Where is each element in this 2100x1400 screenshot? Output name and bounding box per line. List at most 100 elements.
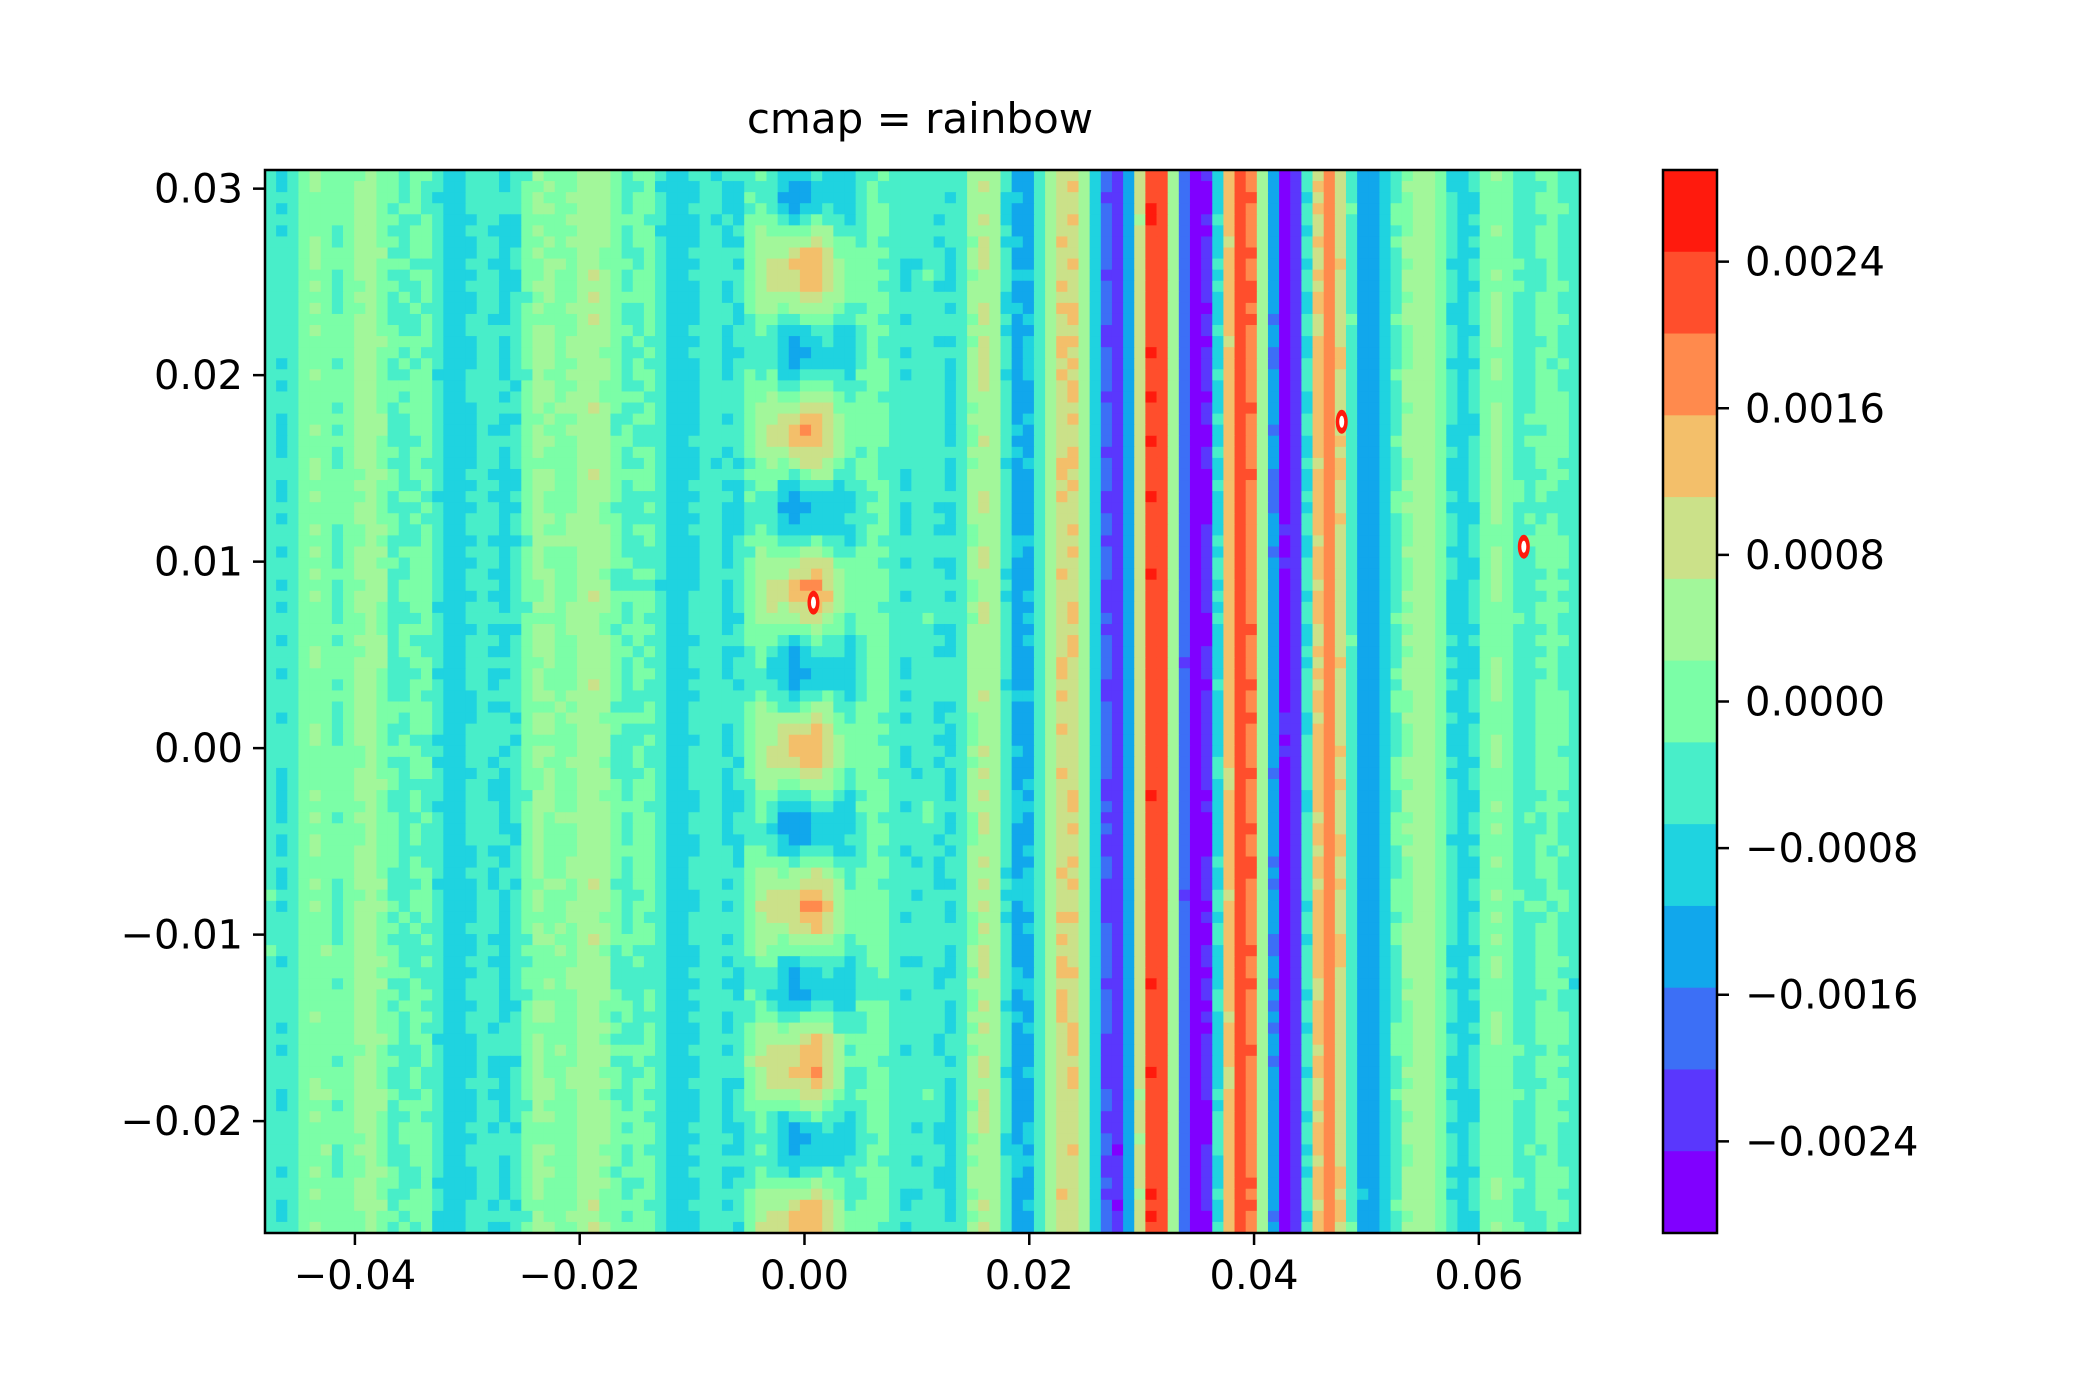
contour-cell: [822, 579, 834, 592]
contour-cell: [565, 402, 578, 415]
contour-cell: [1045, 612, 1057, 625]
contour-cell: [1557, 546, 1570, 559]
contour-cell: [565, 480, 578, 492]
contour-cell: [331, 336, 344, 348]
contour-cell: [309, 468, 322, 481]
contour-cell: [599, 435, 612, 448]
contour-cell: [755, 446, 768, 459]
contour-cell: [1479, 291, 1492, 304]
contour-cell: [866, 612, 879, 625]
contour-cell: [632, 612, 645, 625]
contour-cell: [599, 491, 612, 503]
contour-cell: [866, 347, 879, 359]
contour-cell: [331, 590, 344, 603]
contour-cell: [1100, 291, 1113, 304]
contour-cell: [1123, 369, 1135, 381]
contour-cell: [1435, 612, 1447, 625]
contour-cell: [1568, 358, 1581, 370]
contour-cell: [1446, 170, 1459, 182]
contour-cell: [744, 203, 756, 215]
contour-cell: [610, 347, 623, 359]
contour-cell: [755, 502, 768, 514]
contour-cell: [811, 391, 823, 404]
contour-cell: [1223, 402, 1236, 415]
contour-cell: [1201, 247, 1213, 260]
contour-cell: [565, 280, 578, 293]
contour-cell: [1111, 524, 1124, 536]
contour-cell: [432, 480, 444, 492]
contour-cell: [1557, 424, 1570, 437]
contour-cell: [1212, 181, 1224, 193]
contour-cell: [744, 424, 756, 437]
contour-cell: [955, 313, 968, 326]
contour-cell: [409, 258, 422, 271]
contour-cell: [1045, 313, 1057, 326]
contour-cell: [967, 502, 979, 514]
contour-cell: [799, 291, 812, 304]
contour-cell: [1290, 336, 1302, 348]
contour-cell: [1145, 203, 1158, 215]
contour-cell: [1290, 502, 1302, 514]
contour-cell: [1078, 203, 1091, 215]
contour-cell: [376, 568, 389, 581]
contour-cell: [755, 424, 768, 437]
contour-cell: [666, 457, 678, 470]
contour-cell: [744, 214, 756, 226]
contour-cell: [955, 502, 968, 514]
contour-cell: [1123, 413, 1135, 426]
contour-cell: [443, 247, 456, 260]
contour-cell: [565, 524, 578, 536]
contour-cell: [1167, 568, 1180, 581]
contour-cell: [1334, 568, 1347, 581]
contour-cell: [1234, 435, 1247, 448]
contour-cell: [1524, 181, 1537, 193]
contour-cell: [989, 291, 1002, 304]
contour-cell: [967, 535, 979, 548]
contour-cell: [365, 203, 378, 215]
contour-cell: [577, 579, 589, 592]
contour-cell: [1401, 225, 1414, 238]
contour-cell: [1279, 336, 1291, 348]
contour-cell: [1379, 557, 1392, 570]
contour-cell: [1234, 225, 1247, 238]
contour-cell: [877, 424, 890, 437]
contour-cell: [1033, 225, 1046, 238]
contour-cell: [610, 502, 623, 514]
contour-cell: [866, 579, 879, 592]
contour-cell: [354, 369, 366, 381]
contour-cell: [543, 181, 556, 193]
contour-cell: [655, 546, 667, 559]
contour-cell: [643, 358, 656, 370]
contour-cell: [521, 457, 534, 470]
contour-cell: [343, 612, 355, 625]
contour-cell: [989, 347, 1002, 359]
contour-cell: [710, 313, 723, 326]
contour-cell: [1557, 336, 1570, 348]
contour-cell: [376, 225, 389, 238]
contour-cell: [499, 402, 511, 415]
contour-cell: [610, 358, 623, 370]
contour-cell: [1513, 313, 1525, 326]
contour-cell: [577, 568, 589, 581]
contour-cell: [1167, 435, 1180, 448]
contour-cell: [376, 612, 389, 625]
contour-cell: [621, 280, 634, 293]
contour-cell: [1267, 269, 1280, 282]
contour-cell: [276, 291, 288, 304]
contour-cell: [1557, 568, 1570, 581]
contour-cell: [610, 170, 623, 182]
contour-cell: [788, 579, 801, 592]
contour-cell: [632, 170, 645, 182]
contour-cell: [844, 192, 857, 204]
contour-cell: [1045, 546, 1057, 559]
contour-cell: [1546, 457, 1559, 470]
contour-cell: [1490, 579, 1503, 592]
contour-cell: [610, 380, 623, 393]
contour-cell: [320, 380, 333, 393]
contour-cell: [911, 601, 924, 614]
contour-cell: [320, 358, 333, 370]
contour-cell: [443, 491, 456, 503]
contour-cell: [1301, 557, 1314, 570]
contour-cell: [1011, 480, 1024, 492]
